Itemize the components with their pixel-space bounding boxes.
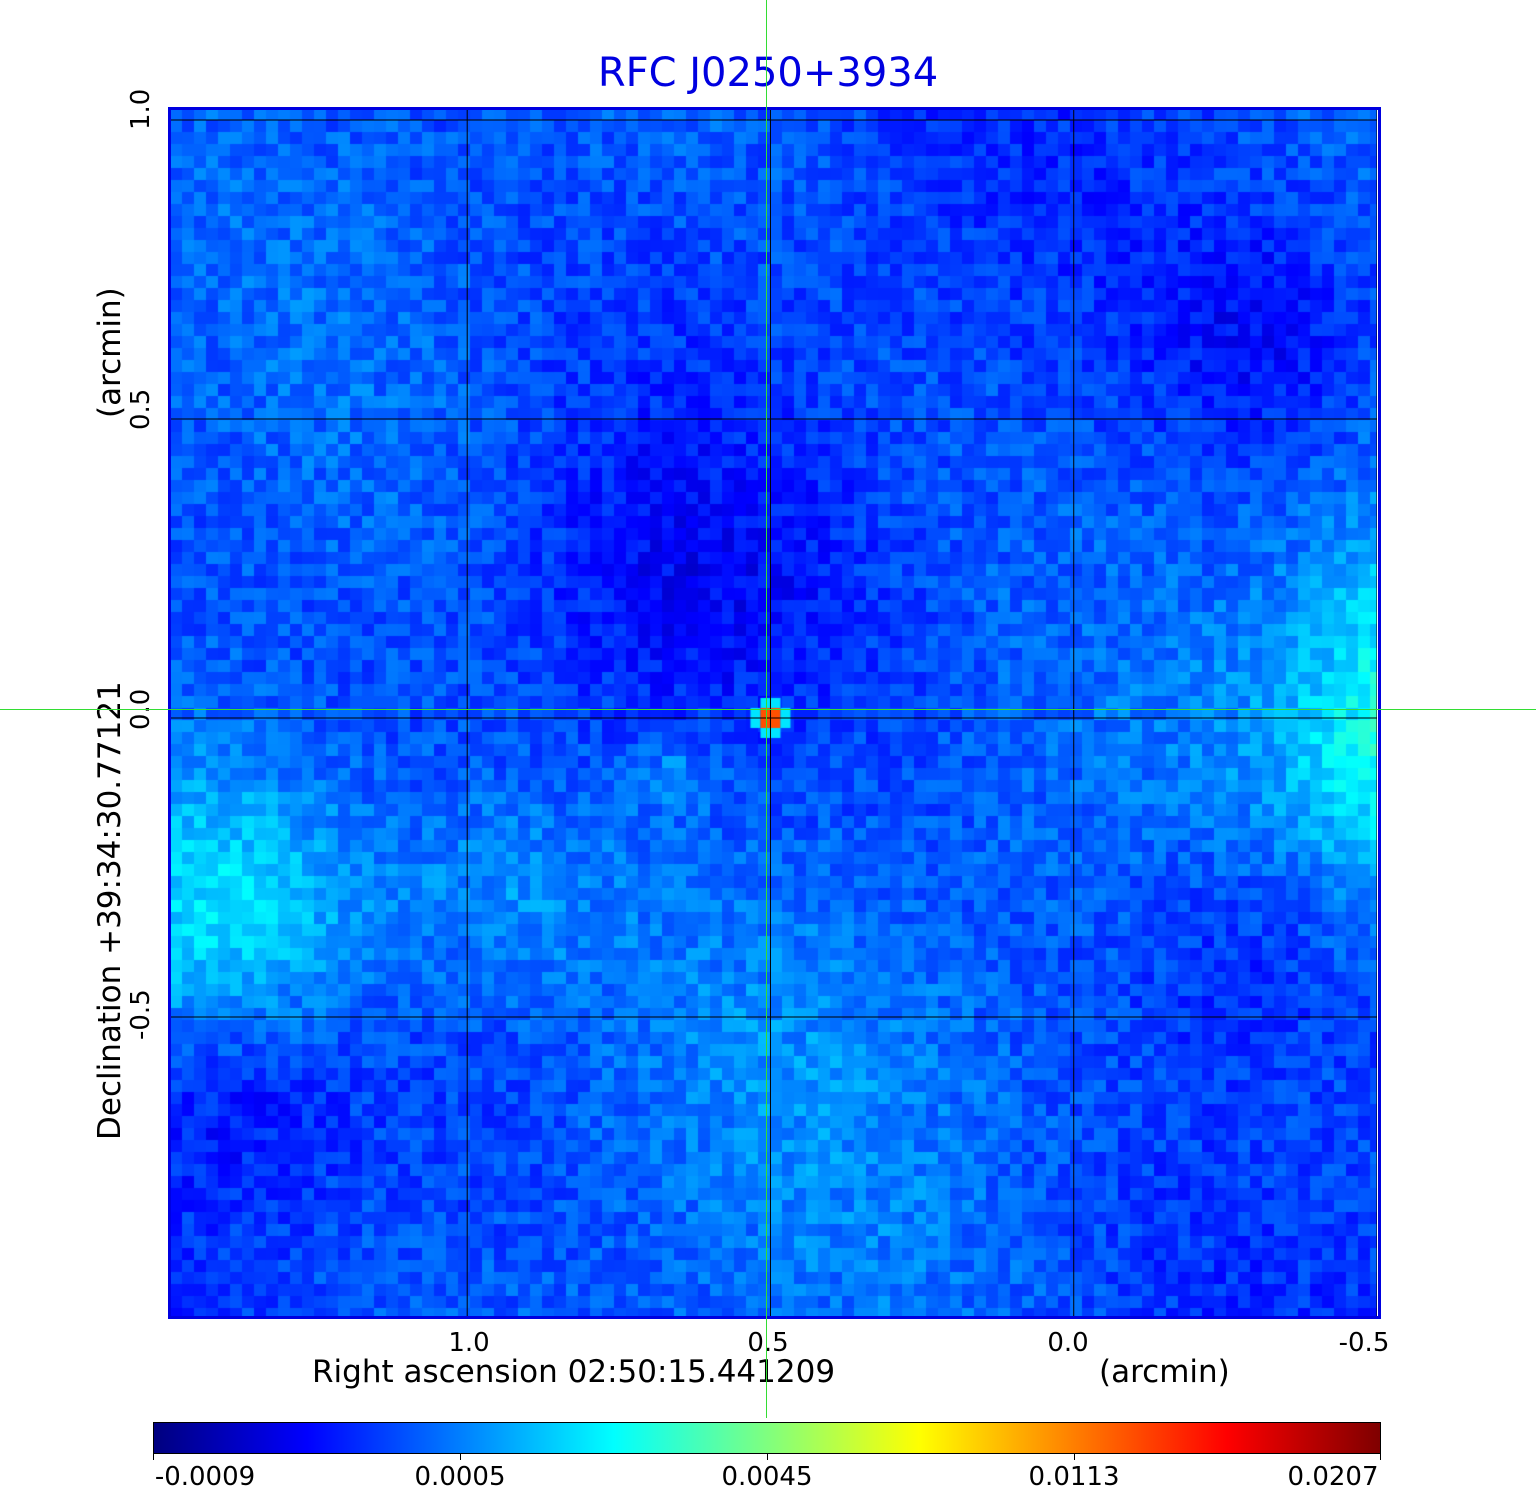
y-axis-label: Declination +39:34:30.77121 [92,681,128,1140]
colorbar-tick [1380,1454,1381,1460]
x-axis-unit: (arcmin) [1099,1354,1230,1390]
colorbar-tick [460,1454,461,1460]
x-tick-label: 0.0 [1047,1328,1089,1358]
colorbar-tick-label: 0.0005 [414,1462,506,1492]
colorbar [153,1422,1381,1454]
x-tick-label: -0.5 [1338,1328,1390,1358]
x-tick-label: 0.5 [747,1328,789,1358]
colorbar-tick [767,1454,768,1460]
y-tick-label: -0.5 [126,989,156,1040]
colorbar-tick [153,1454,154,1460]
coordinate-grid [170,108,1377,1316]
x-axis-label: Right ascension 02:50:15.441209 [312,1354,836,1390]
colorbar-tick-label: -0.0009 [154,1462,256,1492]
y-tick-label: 1.0 [126,88,156,130]
y-axis-unit: (arcmin) [92,287,128,418]
colorbar-tick-label: 0.0045 [721,1462,813,1492]
x-tick-label: 1.0 [448,1328,490,1358]
colorbar-tick-label: 0.0207 [1287,1462,1379,1492]
colorbar-tick-label: 0.0113 [1028,1462,1120,1492]
heatmap-image [170,108,1377,1316]
colorbar-tick [1074,1454,1075,1460]
y-tick-label: 0.5 [126,388,156,430]
crosshair-horizontal [0,709,1536,710]
chart-title: RFC J0250+3934 [597,50,939,96]
